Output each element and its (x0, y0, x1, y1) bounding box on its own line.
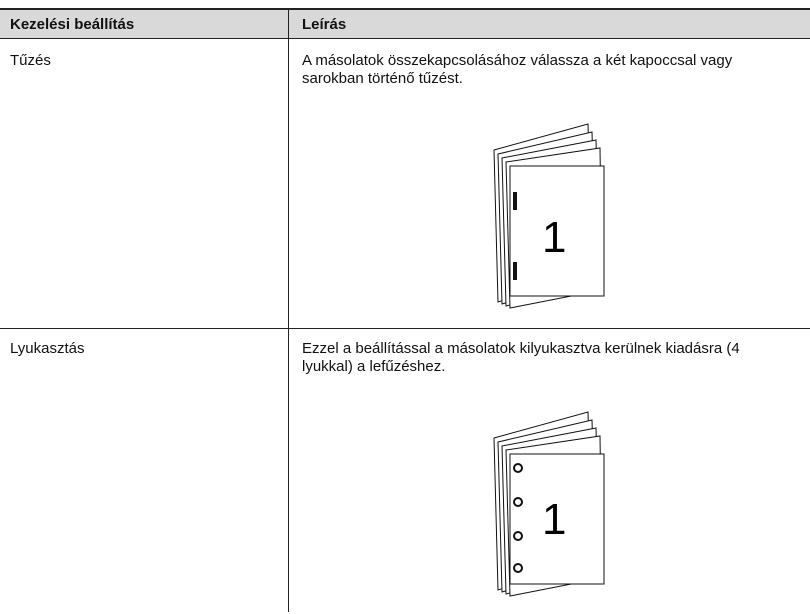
page-number: 1 (542, 213, 566, 262)
header-cell: Kezelési beállítás (10, 16, 135, 33)
punch-illustration: 1 (493, 411, 605, 597)
setting-description: Ezzel a beállítással a másolatok kilyuka… (302, 340, 740, 375)
setting-name: Tűzés (10, 52, 51, 69)
setting-name: Lyukasztás (10, 340, 85, 357)
page-number: 1 (542, 495, 566, 544)
column-divider (288, 10, 289, 612)
table-header: Kezelési beállítás Leírás (0, 10, 810, 39)
staple-illustration: 1 (493, 123, 605, 309)
header-cell: Leírás (302, 16, 347, 33)
table-top-rule (0, 8, 810, 10)
row-divider (0, 328, 810, 329)
setting-description: A másolatok összekapcsolásához válassza … (302, 52, 733, 87)
